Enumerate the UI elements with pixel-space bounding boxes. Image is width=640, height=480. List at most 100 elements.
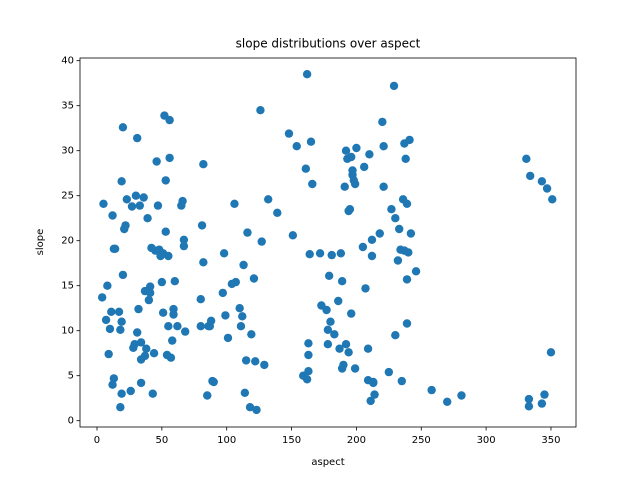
point — [350, 364, 360, 373]
chart-title: slope distributions over aspect — [236, 37, 421, 51]
point — [336, 249, 346, 258]
x-tick-label: 100 — [217, 435, 236, 446]
point — [161, 176, 170, 185]
point — [395, 224, 404, 234]
point — [339, 360, 348, 370]
point — [170, 277, 180, 286]
point — [179, 241, 189, 251]
point — [402, 275, 412, 284]
point — [304, 339, 313, 348]
point — [288, 231, 298, 240]
point — [118, 270, 128, 280]
point — [252, 405, 261, 415]
point — [345, 205, 355, 214]
y-tick-label: 0 — [68, 416, 74, 427]
point — [126, 386, 135, 396]
point — [105, 324, 115, 334]
point — [158, 308, 168, 317]
point — [153, 201, 163, 210]
point — [443, 397, 452, 406]
point — [117, 317, 126, 326]
point — [427, 385, 436, 395]
y-tick-label: 5 — [68, 371, 74, 382]
point — [256, 106, 265, 115]
point — [133, 328, 142, 337]
point — [350, 179, 360, 189]
point — [219, 249, 229, 258]
point — [241, 356, 251, 365]
point — [221, 311, 230, 320]
point — [169, 310, 178, 319]
point — [173, 322, 182, 331]
point — [264, 195, 273, 204]
point — [537, 177, 547, 186]
point — [104, 349, 113, 359]
point — [247, 330, 256, 339]
point — [406, 229, 416, 238]
point — [379, 142, 388, 151]
point — [116, 403, 125, 412]
point — [165, 153, 174, 163]
point — [352, 143, 361, 153]
point — [209, 377, 218, 387]
point — [411, 267, 421, 276]
point — [367, 235, 377, 244]
point — [144, 295, 154, 305]
point — [97, 293, 107, 302]
x-axis-label: aspect — [311, 457, 344, 468]
plot-frame — [79, 57, 577, 428]
point — [131, 191, 141, 200]
point — [118, 123, 128, 132]
point — [397, 376, 407, 386]
point — [370, 390, 379, 399]
point — [107, 307, 116, 316]
point — [180, 327, 190, 336]
point — [235, 304, 244, 313]
point — [315, 249, 325, 258]
point — [165, 115, 174, 125]
point — [404, 248, 413, 257]
point — [526, 171, 535, 181]
point — [359, 162, 369, 172]
y-axis-label: slope — [35, 229, 46, 256]
point — [218, 288, 228, 298]
point — [110, 244, 120, 253]
point — [145, 288, 155, 298]
point — [365, 150, 374, 159]
point — [240, 388, 250, 397]
point — [127, 202, 137, 211]
point — [308, 179, 317, 189]
point — [361, 284, 370, 293]
point — [238, 312, 247, 321]
x-tick-label: 150 — [282, 435, 301, 446]
point — [133, 133, 142, 143]
point — [378, 117, 387, 127]
point — [341, 340, 351, 349]
point — [292, 142, 301, 151]
point — [197, 221, 207, 230]
point — [323, 340, 333, 349]
point — [116, 325, 125, 334]
point — [384, 367, 394, 377]
point — [199, 258, 208, 267]
point — [239, 260, 248, 270]
point — [166, 353, 176, 362]
point — [245, 403, 255, 412]
point — [327, 250, 336, 260]
point — [136, 338, 146, 347]
point — [117, 177, 126, 186]
point — [140, 351, 150, 361]
x-tick-label: 50 — [155, 435, 168, 446]
point — [199, 160, 208, 169]
point — [260, 360, 269, 370]
point — [243, 228, 252, 237]
point — [348, 166, 357, 175]
point — [326, 317, 335, 326]
point — [134, 304, 143, 314]
point — [344, 348, 353, 357]
point — [148, 389, 157, 398]
x-tick-label: 200 — [347, 435, 366, 446]
point — [161, 227, 170, 236]
point — [305, 250, 314, 259]
